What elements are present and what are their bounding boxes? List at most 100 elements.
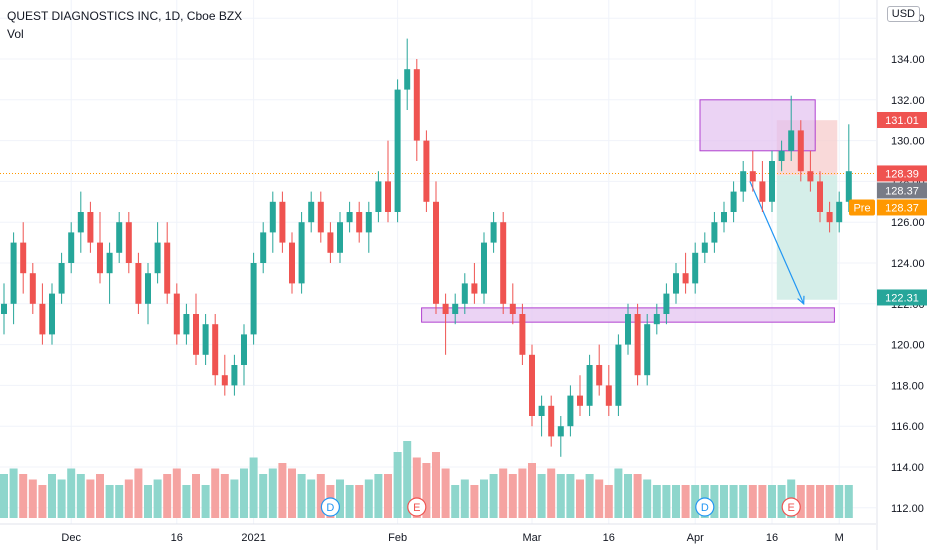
volume-bar [844,485,853,518]
candle-body [701,242,708,253]
candle-body [365,212,372,233]
event-letter: D [701,502,709,514]
volume-bar [758,485,767,518]
volume-bar [134,468,143,518]
volume-bar [729,485,738,518]
candle-body [337,222,343,253]
candle-body [461,283,468,304]
price-label: 131.01 [877,111,927,128]
candle-body [778,150,785,161]
volume-bar [9,468,18,518]
volume-bar [720,485,728,518]
x-tick-label: Dec [61,532,81,544]
symbol-title: QUEST DIAGNOSTICS INC, 1D, Cboe BZX [7,9,243,23]
candle-body [682,273,689,284]
volume-bar [259,474,268,518]
candle-body [673,273,679,294]
event-marker[interactable]: E [781,497,801,517]
candle-body [231,365,238,386]
event-marker[interactable]: E [407,497,427,517]
candle-body [202,324,209,355]
price-label-bg [877,111,927,128]
candle-body [68,232,75,263]
take-profit-zone [776,175,838,300]
candle-body [433,201,439,304]
candle-body [145,273,151,304]
candle-body [471,283,478,294]
currency-button[interactable]: USD [886,6,920,22]
x-tick-label: 16 [603,532,615,544]
supply-demand-zone [699,99,816,152]
volume-bar [153,479,162,518]
candle-body [797,130,804,172]
volume-bar [403,441,412,518]
candle-body [260,232,267,263]
candle-body [135,263,142,304]
price-axis[interactable]: 112.00114.00116.00118.00120.00122.00124.… [849,0,927,550]
time-axis[interactable]: Dec 16 2021 Feb Mar 16 Apr 16 M [0,523,876,544]
y-tick-label: 130.00 [891,136,925,148]
volume-bar [192,474,200,518]
event-circle [407,497,427,517]
candle-body [423,140,430,202]
volume-bar [96,474,104,518]
candle-body [490,222,497,243]
pre-market-label: Pre [853,202,870,214]
candle-body [298,222,305,284]
volume-bar [604,485,613,518]
volume-bar [566,474,575,518]
volume-bar [681,485,690,518]
event-letter: D [326,502,334,514]
candle-body [788,130,795,151]
candle-body [193,314,199,355]
price-label-text: 128.37 [885,185,919,197]
volume-bar [633,474,642,518]
volume-bar [201,485,210,518]
event-marker[interactable]: D [320,497,340,517]
candlestick-series [1,38,852,457]
candle-body [586,365,593,406]
candle-body [519,314,526,355]
candle-body [1,303,7,314]
candle-body [529,354,535,416]
candle-body [644,324,651,376]
candle-body [749,171,756,182]
volume-bar [393,452,402,518]
volume-bar [38,485,47,518]
candle-body [29,273,36,304]
event-marker[interactable]: D [695,497,715,517]
volume-bar [585,474,594,518]
price-label-bg [877,165,927,182]
volume-bar [48,474,56,518]
volume-bar [0,474,8,518]
candle-body [807,171,814,182]
candle-body [317,201,324,233]
price-label: 122.31 [877,289,927,306]
volume-bar [211,468,220,518]
volume-bar [384,474,392,518]
candle-body [836,201,843,223]
candle-body [769,161,775,202]
candle-body [509,303,516,314]
volume-bar [86,479,95,518]
volume-bar [364,479,373,518]
volume-bar [518,468,527,518]
volume-bar [412,457,421,518]
volume-bar [614,468,623,518]
candle-body [106,252,113,274]
y-tick-label: 118.00 [891,380,924,392]
candle-body [183,314,190,335]
x-tick-label: Mar [523,532,542,544]
volume-bar [19,474,28,518]
volume-bar [144,485,152,518]
candle-body [817,181,823,212]
volume-bar [240,468,248,518]
event-letter: E [788,502,795,514]
volume-indicator-label[interactable]: Vol [7,27,24,41]
event-circle [320,497,340,517]
candle-body [125,222,132,263]
candle-body [279,201,286,243]
volume-bar [489,474,498,518]
